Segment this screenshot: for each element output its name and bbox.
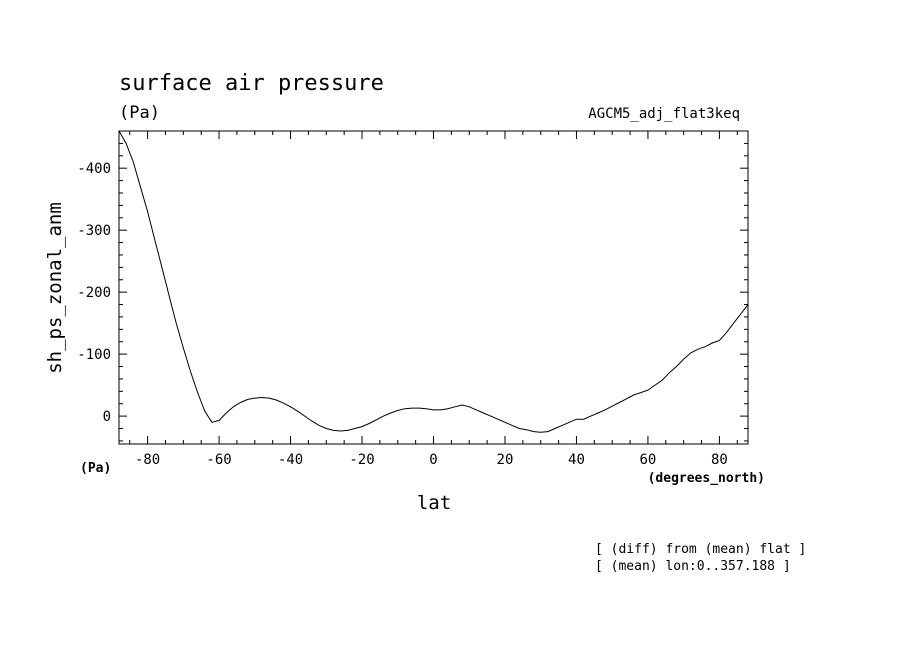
- x-tick-label: 80: [711, 452, 728, 468]
- chart-title: surface air pressure: [119, 71, 384, 96]
- x-tick-label: -60: [206, 452, 231, 468]
- x-axis-label: lat: [417, 492, 451, 514]
- series-line: [119, 131, 748, 433]
- y-axis-tick-labels: -400 -300 -200 -100 0: [77, 161, 111, 425]
- y-tick-label: -400: [77, 161, 111, 177]
- x-tick-label: -40: [278, 452, 303, 468]
- y-axis-label: sh_ps_zonal_anm: [44, 202, 66, 374]
- y-tick-label: -100: [77, 347, 111, 363]
- x-axis-ticks: [129, 131, 738, 444]
- x-tick-label: 40: [568, 452, 585, 468]
- plot-frame: [118, 130, 749, 445]
- x-tick-label: 60: [640, 452, 657, 468]
- y-axis-ticks: [119, 142, 748, 442]
- chart-units-label: (Pa): [119, 103, 160, 123]
- x-tick-label: -80: [135, 452, 160, 468]
- y-tick-label: 0: [103, 409, 111, 425]
- x-tick-label: 0: [429, 452, 437, 468]
- x-axis-tick-labels: -80 -60 -40 -20 0 20 40 60 80: [135, 452, 728, 468]
- x-unit-label: (degrees_north): [648, 471, 765, 486]
- y-tick-label: -300: [77, 223, 111, 239]
- x-tick-label: -20: [349, 452, 374, 468]
- y-tick-label: -200: [77, 285, 111, 301]
- run-label: AGCM5_adj_flat3keq: [588, 106, 740, 122]
- x-tick-label: 20: [497, 452, 514, 468]
- y-unit-label: (Pa): [80, 461, 111, 476]
- footnote-diff: [ (diff) from (mean) flat ]: [595, 542, 806, 557]
- footnote-mean: [ (mean) lon:0..357.188 ]: [595, 559, 791, 574]
